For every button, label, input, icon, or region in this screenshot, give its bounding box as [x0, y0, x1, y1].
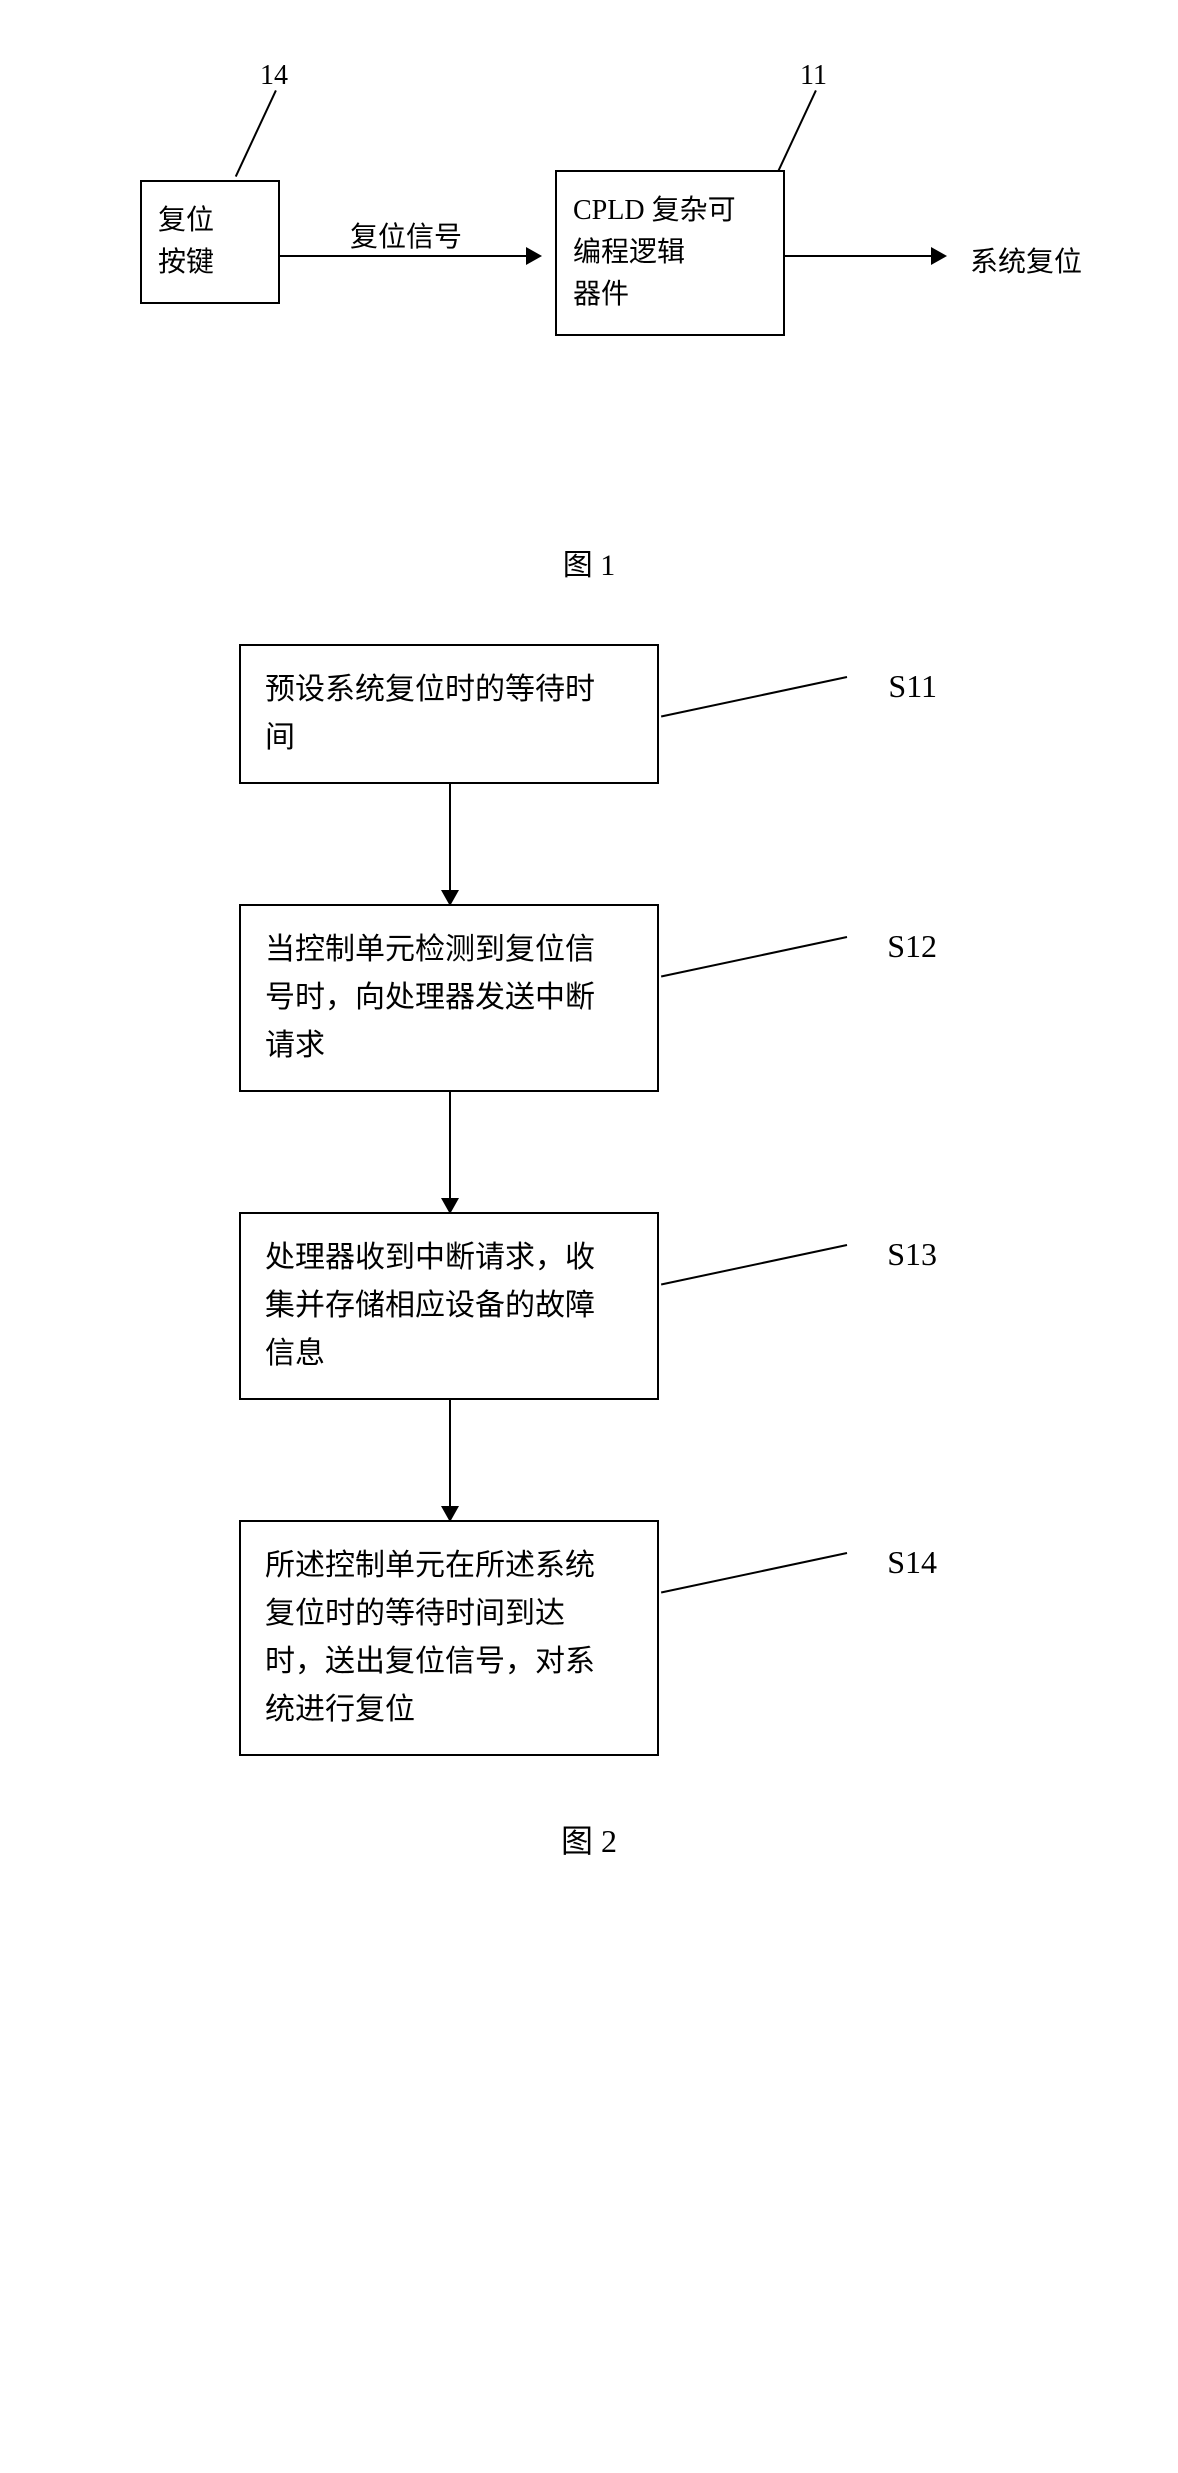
- step-text-s13: 处理器收到中断请求，收 集并存储相应设备的故障 信息: [265, 1241, 595, 1370]
- step-label-s12: S12: [887, 921, 937, 972]
- step-line-s14: [661, 1552, 847, 1593]
- arrow-system-reset-label: 系统复位: [970, 240, 1082, 280]
- arrow-down-3: [449, 1400, 451, 1520]
- arrow-down-1: [449, 784, 451, 904]
- arrow-reset-signal: [280, 255, 540, 257]
- flow-step-s14: S14 所述控制单元在所述系统 复位时的等待时间到达 时，送出复位信号，对系 统…: [239, 1520, 659, 1756]
- step-line-s11: [661, 676, 847, 717]
- arrow-down-2: [449, 1092, 451, 1212]
- box-cpld: CPLD 复杂可 编程逻辑 器件: [555, 170, 785, 336]
- step-text-s14: 所述控制单元在所述系统 复位时的等待时间到达 时，送出复位信号，对系 统进行复位: [265, 1549, 595, 1726]
- flow-step-s11: S11 预设系统复位时的等待时 间: [239, 644, 659, 784]
- step-label-s11: S11: [888, 661, 937, 712]
- figure-2: S11 预设系统复位时的等待时 间 S12 当控制单元检测到复位信 号时，向处理…: [139, 644, 1039, 1756]
- step-label-s13: S13: [887, 1229, 937, 1280]
- step-text-s12: 当控制单元检测到复位信 号时，向处理器发送中断 请求: [265, 933, 595, 1062]
- ref-label-14: 14: [260, 60, 288, 92]
- arrow-system-reset: [785, 255, 945, 257]
- ref-line-11: [775, 90, 817, 177]
- box-reset-button-text: 复位 按键: [158, 205, 214, 278]
- flow-step-s12: S12 当控制单元检测到复位信 号时，向处理器发送中断 请求: [239, 904, 659, 1092]
- figure-1-caption: 图 1: [80, 540, 1098, 584]
- step-line-s12: [661, 936, 847, 977]
- box-cpld-text: CPLD 复杂可 编程逻辑 器件: [573, 195, 736, 310]
- ref-label-11: 11: [800, 60, 827, 92]
- figure-2-caption: 图 2: [80, 1816, 1098, 1862]
- figure-1: 14 11 复位 按键 复位信号 CPLD 复杂可 编程逻辑 器件 系统复位: [80, 60, 1098, 460]
- step-label-s14: S14: [887, 1537, 937, 1588]
- step-line-s13: [661, 1244, 847, 1285]
- step-text-s11: 预设系统复位时的等待时 间: [265, 673, 595, 754]
- ref-line-14: [235, 90, 277, 177]
- box-reset-button: 复位 按键: [140, 180, 280, 304]
- arrow-reset-signal-label: 复位信号: [350, 215, 462, 255]
- flow-step-s13: S13 处理器收到中断请求，收 集并存储相应设备的故障 信息: [239, 1212, 659, 1400]
